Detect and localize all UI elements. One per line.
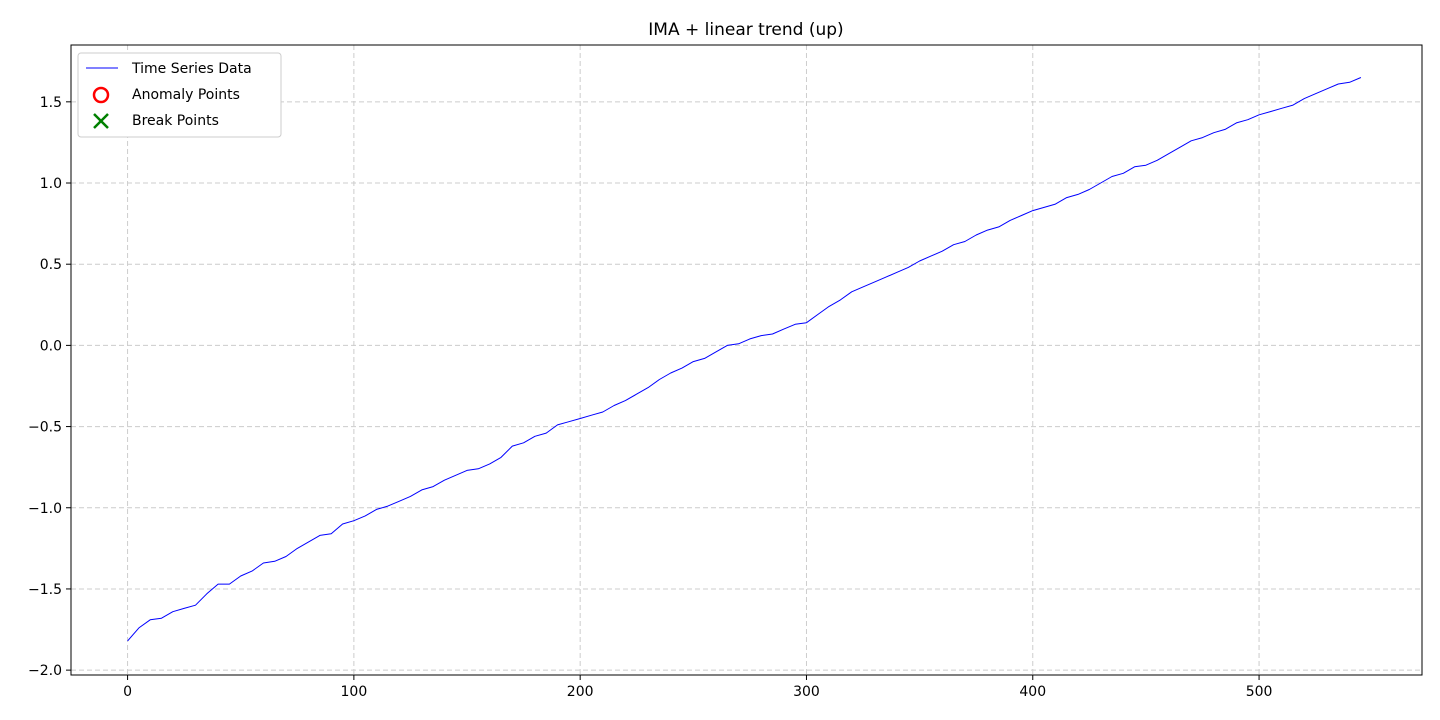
y-tick-label: 0.5 (40, 257, 62, 273)
legend: Time Series Data Anomaly Points Break Po… (77, 52, 282, 138)
legend-box (77, 52, 282, 138)
y-tick-label: 0.0 (40, 338, 62, 354)
anomaly-circle-icon (92, 86, 110, 104)
y-axis: −2.0 −1.5 −1.0 −0.5 0.0 0.5 1.0 1.5 (28, 95, 71, 679)
legend-label-anomaly: Anomaly Points (132, 87, 240, 103)
y-tick-label: −1.0 (28, 501, 62, 517)
x-tick-label: 200 (567, 684, 594, 700)
y-tick-label: −0.5 (28, 420, 62, 436)
legend-label-break: Break Points (132, 113, 219, 129)
x-tick-label: 0 (123, 684, 132, 700)
y-tick-label: 1.5 (40, 95, 62, 111)
break-x-icon (93, 113, 109, 129)
series-layer (127, 77, 1362, 642)
x-tick-label: 500 (1246, 684, 1273, 700)
x-tick-label: 100 (341, 684, 368, 700)
x-axis: 0 100 200 300 400 500 (123, 675, 1272, 700)
y-tick-label: −1.5 (28, 582, 62, 598)
plot-frame (70, 44, 1423, 676)
chart-title: IMA + linear trend (up) (648, 20, 843, 40)
y-tick-label: −2.0 (28, 663, 62, 679)
series-line (127, 77, 1362, 642)
legend-label-series: Time Series Data (131, 61, 252, 77)
y-tick-label: 1.0 (40, 176, 62, 192)
x-tick-label: 400 (1019, 684, 1046, 700)
x-tick-label: 300 (793, 684, 820, 700)
grid-lines (71, 45, 1422, 675)
